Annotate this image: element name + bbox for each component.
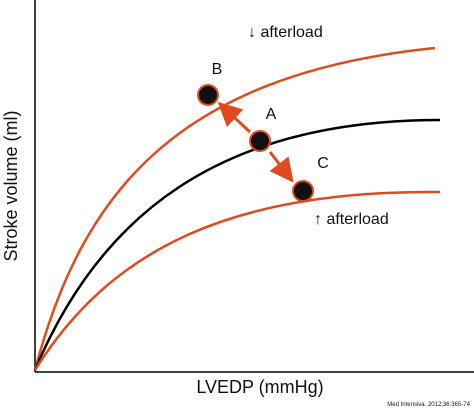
middle-curve: [33, 118, 441, 371]
credit: Med Intensiva. 2012;36:365-74: [387, 402, 470, 408]
y-axis-label: Stroke volume (ml): [1, 110, 21, 261]
upper-curve-label: ↓ afterload: [248, 24, 323, 41]
lower-curve-label: ↑ afterload: [314, 211, 389, 228]
arrow-to-b: [217, 101, 252, 134]
point-a: [249, 130, 271, 152]
point-c: [292, 180, 314, 202]
x-axis-label: LVEDP (mmHg): [196, 377, 323, 397]
label-a: A: [266, 106, 277, 123]
upper-curve: [33, 46, 436, 371]
point-b: [197, 84, 219, 106]
label-c: C: [317, 155, 329, 172]
label-b: B: [212, 61, 223, 78]
lower-curve: [33, 190, 441, 371]
arrow-to-c: [268, 151, 294, 183]
